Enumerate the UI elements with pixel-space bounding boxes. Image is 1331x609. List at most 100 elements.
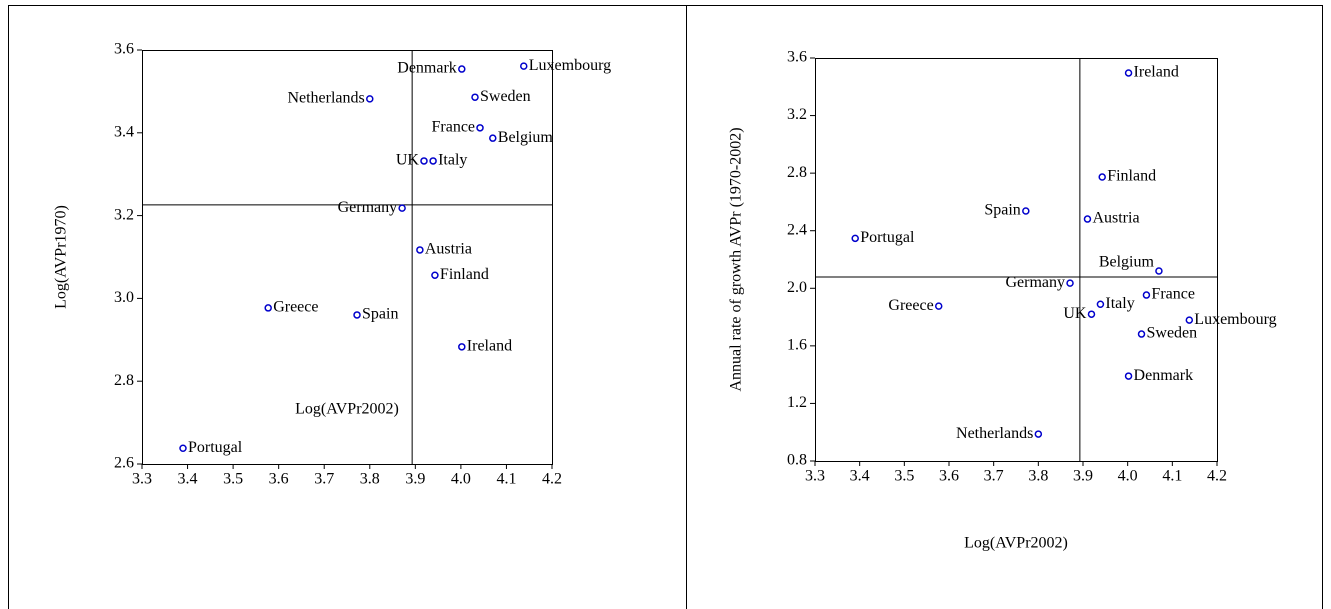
point xyxy=(1022,207,1030,215)
point-label: Spain xyxy=(362,306,398,323)
point-label: France xyxy=(431,119,475,136)
x-tick-label: 4.0 xyxy=(1118,468,1138,485)
y-tick-label: 0.8 xyxy=(787,452,807,469)
point-label: Austria xyxy=(425,241,472,258)
point-label: UK xyxy=(1063,305,1087,322)
x-tick-label: 4.2 xyxy=(542,471,562,488)
x-tick-label: 3.9 xyxy=(405,471,425,488)
frame xyxy=(8,5,1323,609)
point xyxy=(264,304,272,312)
y-axis-label: Annual rate of growth AVPr (1970-2002) xyxy=(728,127,745,391)
point xyxy=(458,65,466,73)
point xyxy=(476,124,484,132)
point xyxy=(420,157,428,165)
x-tick-label: 3.6 xyxy=(269,471,289,488)
x-tick-label: 3.4 xyxy=(178,471,198,488)
y-tick-label: 1.2 xyxy=(787,394,807,411)
x-tick-label: 3.7 xyxy=(984,468,1004,485)
point-label: Sweden xyxy=(480,88,531,105)
point xyxy=(1185,316,1194,324)
point-label: UK xyxy=(396,152,420,169)
y-tick-label: 3.6 xyxy=(787,49,807,66)
x-tick-label: 3.5 xyxy=(223,471,243,488)
y-tick-label: 3.4 xyxy=(114,123,134,140)
point-label: Ireland xyxy=(467,338,512,355)
y-tick-label: 1.6 xyxy=(787,337,807,354)
x-tick-label: 3.3 xyxy=(805,468,825,485)
point xyxy=(398,204,406,212)
x-tick-label: 3.3 xyxy=(132,471,152,488)
point-label: Greece xyxy=(273,299,318,316)
point-label: Italy xyxy=(438,152,467,169)
point-label: Sweden xyxy=(1147,325,1198,342)
point xyxy=(458,343,466,351)
point xyxy=(1083,215,1092,223)
point xyxy=(1034,430,1043,438)
point-label: Luxembourg xyxy=(1194,311,1276,328)
y-tick-label: 2.8 xyxy=(114,372,134,389)
point-label: Portugal xyxy=(188,439,243,456)
point-label: Denmark xyxy=(1134,367,1194,384)
y-tick-label: 3.2 xyxy=(787,106,807,123)
point xyxy=(489,134,497,142)
point-label: France xyxy=(1151,286,1195,303)
point-label: Spain xyxy=(984,202,1020,219)
x-tick-label: 4.1 xyxy=(496,471,516,488)
point-label: Finland xyxy=(1107,168,1156,185)
x-tick-label: 3.8 xyxy=(360,471,380,488)
plot-area xyxy=(142,50,553,465)
point xyxy=(366,95,374,103)
point xyxy=(1098,173,1106,181)
x-tick-label: 4.0 xyxy=(451,471,471,488)
point-label: Germany xyxy=(338,199,398,216)
point xyxy=(934,302,943,310)
point xyxy=(851,234,859,243)
point xyxy=(1124,372,1133,380)
point xyxy=(179,444,187,453)
x-tick-label: 3.7 xyxy=(314,471,334,488)
y-tick-label: 2.8 xyxy=(787,164,807,181)
x-axis-label: Log(AVPr2002) xyxy=(295,401,399,418)
x-tick-label: 3.4 xyxy=(850,468,870,485)
y-tick-label: 2.0 xyxy=(787,279,807,296)
point xyxy=(1124,69,1133,77)
x-tick-label: 4.2 xyxy=(1207,468,1227,485)
point-label: Germany xyxy=(1006,274,1066,291)
point xyxy=(1137,330,1146,338)
point-label: Belgium xyxy=(1099,254,1155,271)
point xyxy=(520,62,528,70)
point-label: Denmark xyxy=(397,60,457,77)
point-label: Finland xyxy=(440,266,489,283)
point xyxy=(1142,291,1151,299)
point xyxy=(1087,310,1096,318)
point xyxy=(416,246,424,254)
point-label: Netherlands xyxy=(287,90,364,107)
x-tick-label: 4.1 xyxy=(1162,468,1182,485)
y-axis-label: Log(AVPr1970) xyxy=(53,205,70,309)
x-tick-label: 3.6 xyxy=(939,468,959,485)
y-tick-label: 3.2 xyxy=(114,206,134,223)
x-tick-label: 3.9 xyxy=(1073,468,1093,485)
x-tick-label: 3.8 xyxy=(1028,468,1048,485)
point xyxy=(431,271,439,279)
point xyxy=(1096,300,1105,309)
point-label: Netherlands xyxy=(956,425,1033,442)
point-label: Italy xyxy=(1105,295,1134,312)
point xyxy=(471,93,479,101)
point xyxy=(429,157,437,165)
y-tick-label: 3.0 xyxy=(114,289,134,306)
y-tick-label: 2.4 xyxy=(787,221,807,238)
point-label: Belgium xyxy=(498,129,554,146)
point xyxy=(353,311,361,319)
plot-area xyxy=(815,58,1218,462)
point-label: Portugal xyxy=(860,229,915,246)
point-label: Luxembourg xyxy=(529,57,611,74)
point xyxy=(1155,267,1163,275)
point-label: Greece xyxy=(888,297,933,314)
point xyxy=(1066,279,1074,287)
point-label: Austria xyxy=(1092,210,1139,227)
y-tick-label: 3.6 xyxy=(114,41,134,58)
y-tick-label: 2.6 xyxy=(114,455,134,472)
x-tick-label: 3.5 xyxy=(894,468,914,485)
